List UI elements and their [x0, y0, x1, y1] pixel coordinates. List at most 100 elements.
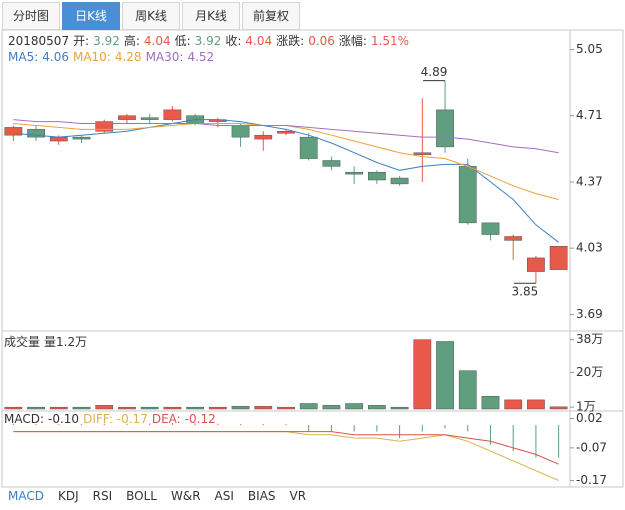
volume-value: 量1.2万 — [44, 335, 88, 349]
y-tick-label: 1万 — [576, 400, 596, 414]
candle-body — [390, 177, 409, 185]
volume-bar — [367, 405, 386, 410]
info-label: 涨跌: — [276, 34, 305, 48]
candle-body — [231, 125, 250, 138]
indicator-tab[interactable]: RSI — [92, 489, 113, 503]
macd-line — [13, 431, 559, 465]
info-value: 4.04 — [245, 34, 273, 48]
volume-bar — [299, 403, 318, 410]
candle-body — [345, 171, 364, 175]
ma-line — [13, 119, 559, 154]
volume-bar — [254, 406, 273, 410]
ma-legend: MA5: 4.06 MA10: 4.28 MA30: 4.52 — [8, 50, 218, 64]
candle-body — [458, 166, 477, 224]
candle-body — [299, 136, 318, 159]
candle-body — [95, 121, 114, 132]
y-tick-label: 38万 — [576, 332, 603, 346]
volume-bar — [504, 399, 523, 410]
candle-body — [367, 171, 386, 181]
candle-body — [118, 115, 136, 120]
volume-bar — [231, 406, 250, 410]
y-tick-label: -0.07 — [576, 440, 607, 454]
volume-bar — [322, 405, 341, 410]
legend-name: MA10: — [72, 50, 111, 64]
legend-name: DEA: — [151, 412, 181, 426]
indicator-tab[interactable]: BOLL — [126, 489, 157, 503]
period-tab[interactable]: 前复权 — [242, 2, 300, 30]
y-tick-label: 5.05 — [576, 42, 603, 56]
candle-body — [527, 257, 545, 272]
info-label: 开: — [73, 34, 90, 48]
volume-bar — [481, 395, 500, 410]
info-value: 3.92 — [93, 34, 120, 48]
legend-name: MA5: — [8, 50, 39, 64]
volume-bar — [345, 403, 364, 410]
legend-value: -0.17 — [116, 412, 148, 426]
macd-legend: MACD: -0.10 DIFF: -0.17 DEA: -0.12 — [4, 412, 220, 426]
info-value: 0.06 — [308, 34, 335, 48]
indicator-tab[interactable]: W&R — [170, 489, 201, 503]
indicator-tab[interactable]: ASI — [214, 489, 234, 503]
period-tab[interactable]: 日K线 — [62, 2, 120, 30]
volume-bar — [436, 341, 454, 410]
high-label: 4.89 — [421, 65, 448, 79]
period-tab[interactable]: 月K线 — [182, 2, 240, 30]
period-tab[interactable]: 周K线 — [122, 2, 180, 30]
volume-bar — [549, 406, 568, 410]
indicator-tab[interactable]: VR — [289, 489, 307, 503]
candle-body — [49, 136, 68, 142]
volume-bar — [390, 406, 409, 410]
candle-body — [322, 160, 341, 167]
candle-body — [413, 152, 432, 155]
candle-body — [481, 222, 500, 235]
legend-value: 4.52 — [187, 50, 215, 64]
y-tick-label: 4.37 — [576, 174, 603, 188]
y-tick-label: 3.69 — [576, 307, 603, 321]
info-label: 收: — [225, 34, 242, 48]
volume-bar — [72, 406, 91, 410]
candle-body — [163, 109, 182, 120]
info-label: 高: — [123, 34, 140, 48]
indicator-tabs: MACD KDJ RSI BOLL W&R ASI BIAS VR — [8, 489, 320, 503]
volume-bar — [413, 339, 432, 410]
low-label: 3.85 — [512, 285, 539, 299]
volume-bar — [163, 406, 182, 410]
legend-name: DIFF: — [83, 412, 113, 426]
candle-body — [549, 245, 568, 270]
y-tick-label: 0.02 — [576, 411, 603, 425]
legend-value: -0.10 — [48, 412, 80, 426]
indicator-tab[interactable]: MACD — [8, 489, 44, 503]
info-value: 1.51% — [370, 34, 410, 48]
candle-body — [27, 129, 45, 138]
legend-name: MA30: — [145, 50, 184, 64]
candle-body — [72, 136, 91, 140]
volume-bar — [277, 406, 295, 410]
y-tick-label: -0.17 — [576, 473, 607, 487]
volume-bar — [208, 406, 227, 410]
period-tab[interactable]: 分时图 — [2, 2, 60, 30]
volume-bar — [140, 406, 159, 410]
info-label: 低: — [174, 34, 191, 48]
indicator-tab[interactable]: BIAS — [247, 489, 276, 503]
volume-bar — [49, 406, 68, 410]
candle-body — [140, 117, 159, 120]
y-tick-label: 4.03 — [576, 241, 603, 255]
volume-bar — [95, 405, 114, 410]
volume-bar — [118, 406, 136, 410]
candle-body — [277, 131, 295, 134]
candle-body — [4, 127, 23, 136]
date: 20180507 — [8, 34, 70, 48]
info-value: 4.04 — [143, 34, 171, 48]
y-tick-label: 4.71 — [576, 108, 603, 122]
frame — [1, 29, 624, 488]
volume-title: 成交量 — [4, 335, 41, 349]
info-value: 3.92 — [194, 34, 222, 48]
period-tabs: 分时图 日K线 周K线 月K线 前复权 — [2, 2, 302, 30]
legend-name: MACD: — [4, 412, 45, 426]
info-label: 涨幅: — [338, 34, 367, 48]
indicator-tab[interactable]: KDJ — [57, 489, 79, 503]
candle-body — [254, 134, 273, 140]
volume-legend: 成交量 量1.2万 — [4, 333, 91, 350]
